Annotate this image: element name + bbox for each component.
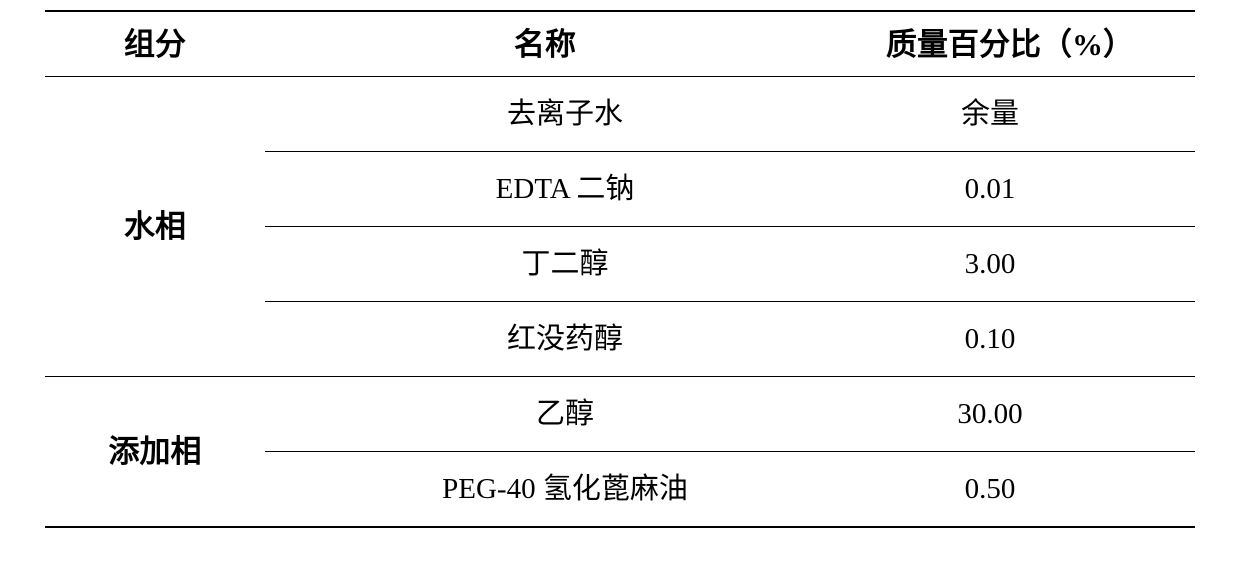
group-label-water-phase: 水相	[45, 77, 265, 377]
ingredient-pct: 余量	[825, 77, 1195, 152]
col-header-group: 组分	[45, 11, 265, 77]
ingredient-name: 乙醇	[265, 377, 825, 452]
ingredient-pct: 30.00	[825, 377, 1195, 452]
col-header-pct: 质量百分比（%）	[825, 11, 1195, 77]
ingredient-name: EDTA 二钠	[265, 152, 825, 227]
table-row: 水相 去离子水 余量	[45, 77, 1195, 152]
group-label-additive-phase: 添加相	[45, 377, 265, 528]
ingredient-name: 丁二醇	[265, 227, 825, 302]
ingredient-name: PEG-40 氢化蓖麻油	[265, 452, 825, 528]
ingredient-pct: 0.50	[825, 452, 1195, 528]
table-row: 添加相 乙醇 30.00	[45, 377, 1195, 452]
ingredient-name: 去离子水	[265, 77, 825, 152]
ingredient-pct: 3.00	[825, 227, 1195, 302]
composition-table-container: 组分 名称 质量百分比（%） 水相 去离子水 余量 EDTA 二钠 0.01 丁…	[45, 10, 1195, 528]
composition-table: 组分 名称 质量百分比（%） 水相 去离子水 余量 EDTA 二钠 0.01 丁…	[45, 10, 1195, 528]
ingredient-name: 红没药醇	[265, 302, 825, 377]
col-header-name: 名称	[265, 11, 825, 77]
table-header-row: 组分 名称 质量百分比（%）	[45, 11, 1195, 77]
ingredient-pct: 0.10	[825, 302, 1195, 377]
ingredient-pct: 0.01	[825, 152, 1195, 227]
